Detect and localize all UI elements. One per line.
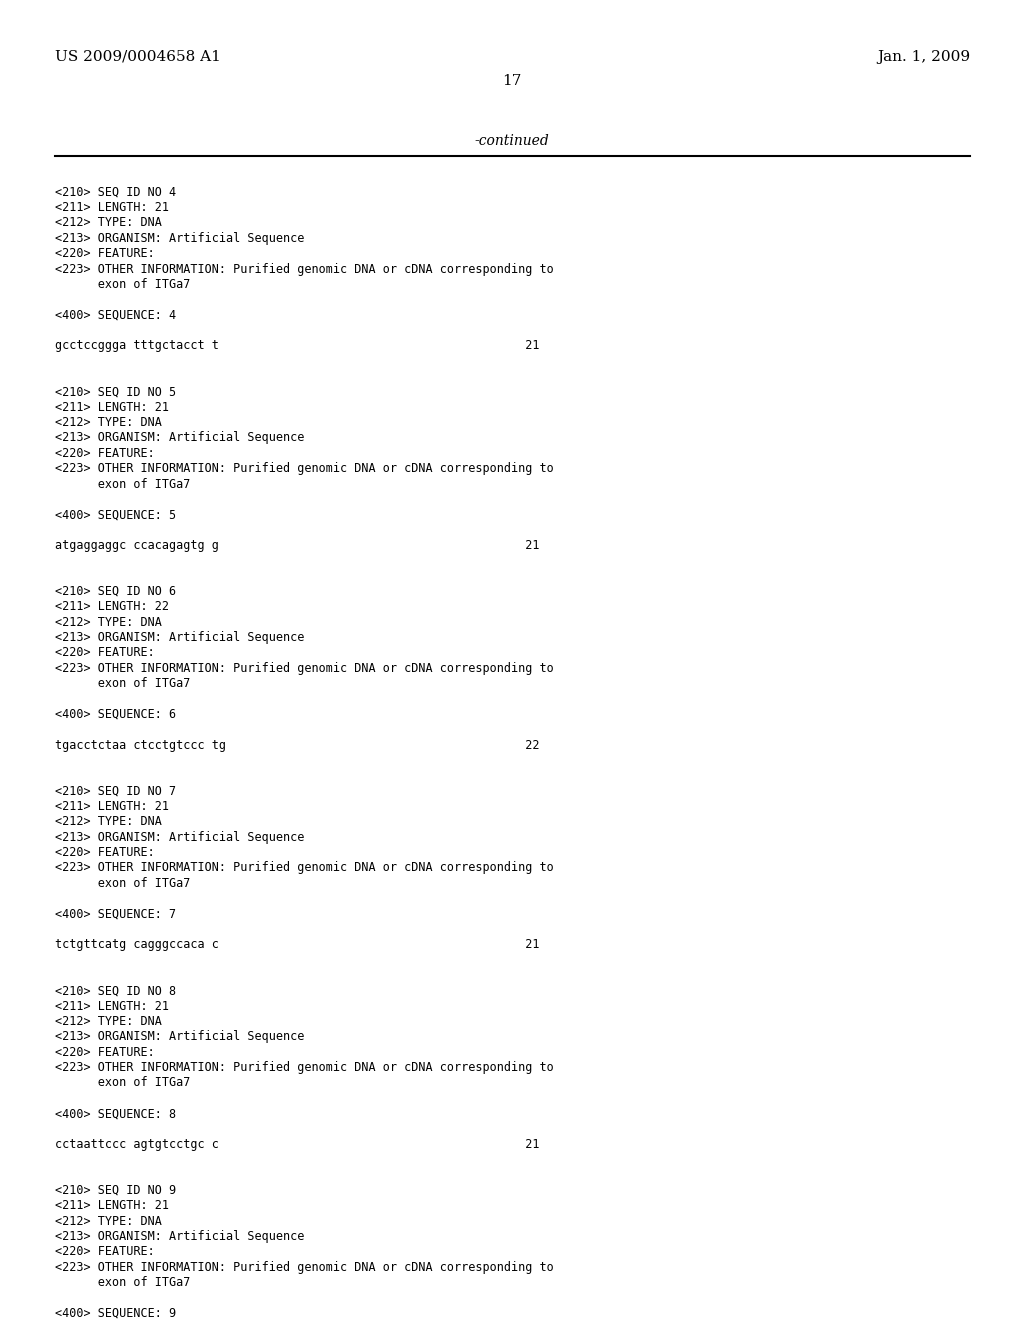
- Text: <211> LENGTH: 21: <211> LENGTH: 21: [55, 800, 169, 813]
- Text: <212> TYPE: DNA: <212> TYPE: DNA: [55, 416, 162, 429]
- Text: <220> FEATURE:: <220> FEATURE:: [55, 647, 155, 660]
- Text: <223> OTHER INFORMATION: Purified genomic DNA or cDNA corresponding to: <223> OTHER INFORMATION: Purified genomi…: [55, 1261, 554, 1274]
- Text: atgaggaggc ccacagagtg g                                           21: atgaggaggc ccacagagtg g 21: [55, 539, 540, 552]
- Text: tctgttcatg cagggccaca c                                           21: tctgttcatg cagggccaca c 21: [55, 939, 540, 952]
- Text: <210> SEQ ID NO 6: <210> SEQ ID NO 6: [55, 585, 176, 598]
- Text: exon of ITGa7: exon of ITGa7: [55, 1076, 190, 1089]
- Text: exon of ITGa7: exon of ITGa7: [55, 1276, 190, 1290]
- Text: <211> LENGTH: 21: <211> LENGTH: 21: [55, 999, 169, 1012]
- Text: <220> FEATURE:: <220> FEATURE:: [55, 1045, 155, 1059]
- Text: <211> LENGTH: 21: <211> LENGTH: 21: [55, 401, 169, 413]
- Text: <400> SEQUENCE: 6: <400> SEQUENCE: 6: [55, 708, 176, 721]
- Text: <223> OTHER INFORMATION: Purified genomic DNA or cDNA corresponding to: <223> OTHER INFORMATION: Purified genomi…: [55, 462, 554, 475]
- Text: <220> FEATURE:: <220> FEATURE:: [55, 247, 155, 260]
- Text: <213> ORGANISM: Artificial Sequence: <213> ORGANISM: Artificial Sequence: [55, 830, 304, 843]
- Text: exon of ITGa7: exon of ITGa7: [55, 876, 190, 890]
- Text: 17: 17: [503, 74, 521, 88]
- Text: <211> LENGTH: 22: <211> LENGTH: 22: [55, 601, 169, 614]
- Text: <210> SEQ ID NO 4: <210> SEQ ID NO 4: [55, 186, 176, 199]
- Text: <211> LENGTH: 21: <211> LENGTH: 21: [55, 201, 169, 214]
- Text: <211> LENGTH: 21: <211> LENGTH: 21: [55, 1200, 169, 1212]
- Text: gcctccggga tttgctacct t                                           21: gcctccggga tttgctacct t 21: [55, 339, 540, 352]
- Text: <223> OTHER INFORMATION: Purified genomic DNA or cDNA corresponding to: <223> OTHER INFORMATION: Purified genomi…: [55, 661, 554, 675]
- Text: exon of ITGa7: exon of ITGa7: [55, 478, 190, 491]
- Text: <210> SEQ ID NO 5: <210> SEQ ID NO 5: [55, 385, 176, 399]
- Text: -continued: -continued: [475, 133, 549, 148]
- Text: <220> FEATURE:: <220> FEATURE:: [55, 846, 155, 859]
- Text: <210> SEQ ID NO 8: <210> SEQ ID NO 8: [55, 985, 176, 998]
- Text: <400> SEQUENCE: 4: <400> SEQUENCE: 4: [55, 309, 176, 322]
- Text: <213> ORGANISM: Artificial Sequence: <213> ORGANISM: Artificial Sequence: [55, 432, 304, 445]
- Text: <213> ORGANISM: Artificial Sequence: <213> ORGANISM: Artificial Sequence: [55, 1230, 304, 1243]
- Text: cctaattccc agtgtcctgc c                                           21: cctaattccc agtgtcctgc c 21: [55, 1138, 540, 1151]
- Text: US 2009/0004658 A1: US 2009/0004658 A1: [55, 50, 221, 63]
- Text: <220> FEATURE:: <220> FEATURE:: [55, 447, 155, 459]
- Text: <212> TYPE: DNA: <212> TYPE: DNA: [55, 816, 162, 829]
- Text: <223> OTHER INFORMATION: Purified genomic DNA or cDNA corresponding to: <223> OTHER INFORMATION: Purified genomi…: [55, 263, 554, 276]
- Text: <400> SEQUENCE: 5: <400> SEQUENCE: 5: [55, 508, 176, 521]
- Text: <210> SEQ ID NO 9: <210> SEQ ID NO 9: [55, 1184, 176, 1197]
- Text: <210> SEQ ID NO 7: <210> SEQ ID NO 7: [55, 784, 176, 797]
- Text: <212> TYPE: DNA: <212> TYPE: DNA: [55, 615, 162, 628]
- Text: <213> ORGANISM: Artificial Sequence: <213> ORGANISM: Artificial Sequence: [55, 232, 304, 244]
- Text: exon of ITGa7: exon of ITGa7: [55, 279, 190, 290]
- Text: <400> SEQUENCE: 8: <400> SEQUENCE: 8: [55, 1107, 176, 1121]
- Text: <212> TYPE: DNA: <212> TYPE: DNA: [55, 216, 162, 230]
- Text: <223> OTHER INFORMATION: Purified genomic DNA or cDNA corresponding to: <223> OTHER INFORMATION: Purified genomi…: [55, 862, 554, 874]
- Text: Jan. 1, 2009: Jan. 1, 2009: [877, 50, 970, 63]
- Text: tgacctctaa ctcctgtccc tg                                          22: tgacctctaa ctcctgtccc tg 22: [55, 739, 540, 751]
- Text: <400> SEQUENCE: 7: <400> SEQUENCE: 7: [55, 908, 176, 920]
- Text: <223> OTHER INFORMATION: Purified genomic DNA or cDNA corresponding to: <223> OTHER INFORMATION: Purified genomi…: [55, 1061, 554, 1074]
- Text: <212> TYPE: DNA: <212> TYPE: DNA: [55, 1015, 162, 1028]
- Text: <213> ORGANISM: Artificial Sequence: <213> ORGANISM: Artificial Sequence: [55, 1031, 304, 1043]
- Text: <212> TYPE: DNA: <212> TYPE: DNA: [55, 1214, 162, 1228]
- Text: <213> ORGANISM: Artificial Sequence: <213> ORGANISM: Artificial Sequence: [55, 631, 304, 644]
- Text: <400> SEQUENCE: 9: <400> SEQUENCE: 9: [55, 1307, 176, 1320]
- Text: <220> FEATURE:: <220> FEATURE:: [55, 1245, 155, 1258]
- Text: exon of ITGa7: exon of ITGa7: [55, 677, 190, 690]
